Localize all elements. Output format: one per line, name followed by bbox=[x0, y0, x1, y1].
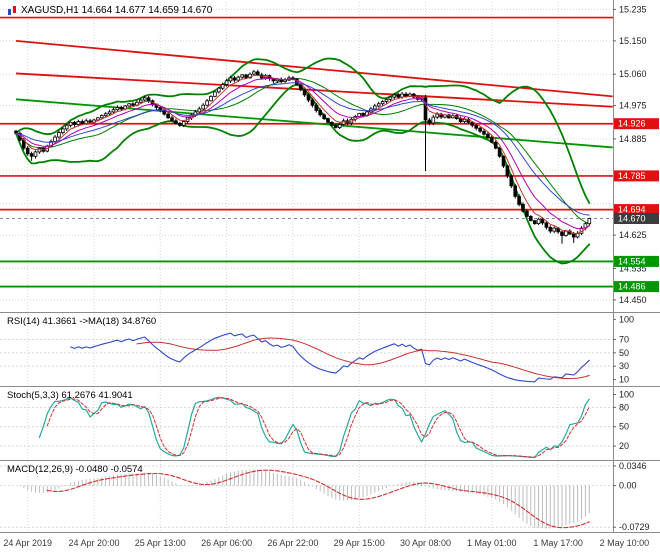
macd-indicator-label: MACD(12,26,9) -0.0480 -0.0574 bbox=[7, 464, 143, 475]
svg-text:80: 80 bbox=[619, 402, 629, 412]
svg-text:26 Apr 22:00: 26 Apr 22:00 bbox=[267, 538, 318, 548]
svg-text:70: 70 bbox=[619, 334, 629, 344]
svg-text:14.694: 14.694 bbox=[618, 205, 646, 215]
svg-text:-0.0729: -0.0729 bbox=[619, 522, 650, 532]
svg-text:2 May 10:00: 2 May 10:00 bbox=[600, 538, 650, 548]
svg-text:24 Apr 2019: 24 Apr 2019 bbox=[3, 538, 52, 548]
price-axis[interactable]: 15.235 15.150 15.060 14.975 14.885 14.625 14.5… bbox=[613, 0, 650, 533]
svg-text:14.625: 14.625 bbox=[619, 230, 647, 240]
svg-text:1 May 17:00: 1 May 17:00 bbox=[533, 538, 583, 548]
panel-separators[interactable] bbox=[0, 312, 660, 533]
svg-text:100: 100 bbox=[619, 389, 634, 399]
moving-averages bbox=[15, 74, 590, 234]
svg-text:24 Apr 20:00: 24 Apr 20:00 bbox=[68, 538, 119, 548]
svg-text:30 Apr 08:00: 30 Apr 08:00 bbox=[400, 538, 451, 548]
svg-text:20: 20 bbox=[619, 441, 629, 451]
rsi-indicator-label: RSI(14) 41.3661 ->MA(18) 34.8760 bbox=[7, 316, 157, 327]
svg-text:0.00: 0.00 bbox=[619, 481, 637, 491]
svg-text:29 Apr 15:00: 29 Apr 15:00 bbox=[334, 538, 385, 548]
svg-text:14.554: 14.554 bbox=[618, 256, 646, 266]
bollinger-bands bbox=[15, 57, 591, 265]
svg-text:26 Apr 06:00: 26 Apr 06:00 bbox=[201, 538, 252, 548]
time-axis[interactable]: 24 Apr 2019 24 Apr 20:00 25 Apr 13:00 26 Ap… bbox=[3, 538, 649, 548]
grid-layer bbox=[0, 2, 613, 531]
svg-text:14.535: 14.535 bbox=[619, 263, 647, 273]
svg-text:30: 30 bbox=[619, 361, 629, 371]
svg-text:14.926: 14.926 bbox=[618, 119, 646, 129]
svg-text:25 Apr 13:00: 25 Apr 13:00 bbox=[135, 538, 186, 548]
svg-text:10: 10 bbox=[619, 375, 629, 385]
trendlines-layer[interactable] bbox=[15, 39, 613, 149]
rsi-lines bbox=[70, 332, 590, 383]
stochastic-indicator-label: Stoch(5,3,3) 61.2676 41.9041 bbox=[7, 390, 133, 401]
svg-text:15.060: 15.060 bbox=[619, 69, 647, 79]
svg-text:15.235: 15.235 bbox=[619, 4, 647, 14]
svg-text:14.885: 14.885 bbox=[619, 134, 647, 144]
svg-text:50: 50 bbox=[619, 422, 629, 432]
svg-text:50: 50 bbox=[619, 348, 629, 358]
svg-text:100: 100 bbox=[619, 314, 634, 324]
stochastic-lines bbox=[38, 396, 590, 458]
support-resistance-lines[interactable] bbox=[0, 16, 613, 288]
svg-text:14.670: 14.670 bbox=[618, 214, 646, 224]
candlestick-chart-icon bbox=[7, 5, 17, 16]
macd-histogram bbox=[19, 469, 590, 529]
svg-text:0.0346: 0.0346 bbox=[619, 461, 647, 471]
svg-text:14.975: 14.975 bbox=[619, 101, 647, 111]
price-level-badges: 14.926 14.785 14.694 14.554 14.486 14.670 bbox=[614, 118, 659, 293]
svg-text:15.150: 15.150 bbox=[619, 36, 647, 46]
svg-text:14.486: 14.486 bbox=[618, 282, 646, 292]
svg-text:14.785: 14.785 bbox=[618, 171, 646, 181]
symbol-ohlc-title: XAGUSD,H1 14.664 14.677 14.659 14.670 bbox=[7, 5, 212, 16]
symbol-ohlc-text: XAGUSD,H1 14.664 14.677 14.659 14.670 bbox=[21, 5, 213, 16]
svg-text:14.450: 14.450 bbox=[619, 295, 647, 305]
svg-text:1 May 01:00: 1 May 01:00 bbox=[467, 538, 517, 548]
macd-signal-line bbox=[46, 469, 590, 529]
